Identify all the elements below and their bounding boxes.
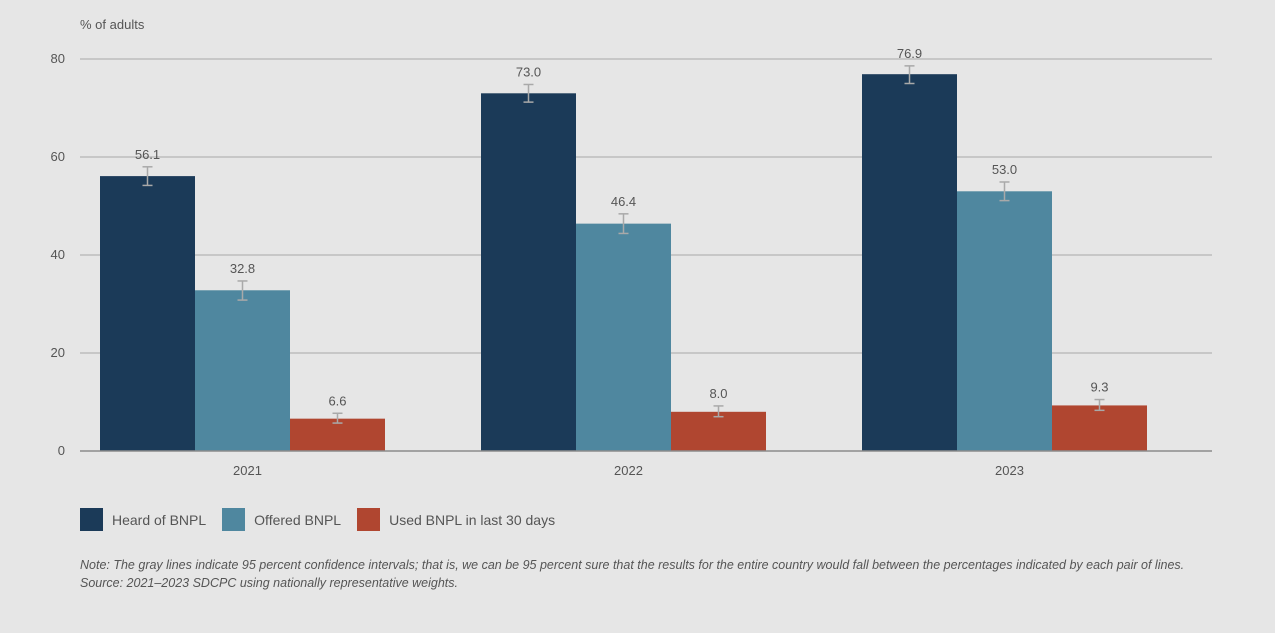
bar bbox=[576, 223, 671, 451]
bar-chart: 0 20 40 60 80 56.1 73.0 76.9 32.8 46.4 53.0 6.6 8.0 9… bbox=[51, 46, 1212, 478]
data-label: 6.6 bbox=[328, 393, 346, 408]
data-label: 73.0 bbox=[516, 64, 541, 79]
chart-notes: Note: The gray lines indicate 95 percent… bbox=[80, 556, 1190, 592]
y-tick-label: 60 bbox=[51, 149, 65, 164]
bar bbox=[862, 74, 957, 451]
x-tick-label: 2023 bbox=[995, 463, 1024, 478]
data-label: 56.1 bbox=[135, 147, 160, 162]
y-tick-label: 80 bbox=[51, 51, 65, 66]
bar bbox=[1052, 405, 1147, 451]
legend-label-used: Used BNPL in last 30 days bbox=[389, 511, 556, 528]
legend-label-heard: Heard of BNPL bbox=[112, 511, 207, 528]
source-text: Source: 2021–2023 SDCPC using nationally… bbox=[80, 576, 459, 590]
legend-item-offered: Offered BNPL bbox=[222, 508, 341, 531]
bar bbox=[957, 191, 1052, 452]
y-tick-label: 40 bbox=[51, 247, 65, 262]
x-tick-label: 2022 bbox=[614, 463, 643, 478]
data-label: 32.8 bbox=[230, 261, 255, 276]
data-label: 8.0 bbox=[709, 386, 727, 401]
legend: Heard of BNPL Offered BNPL Used BNPL in … bbox=[80, 508, 571, 531]
bar bbox=[671, 411, 766, 451]
note-text: Note: The gray lines indicate 95 percent… bbox=[80, 558, 1185, 572]
bar bbox=[195, 290, 290, 451]
legend-item-heard: Heard of BNPL bbox=[80, 508, 206, 531]
x-tick-label: 2021 bbox=[233, 463, 262, 478]
y-tick-label: 20 bbox=[51, 345, 65, 360]
bar bbox=[481, 93, 576, 452]
legend-item-used: Used BNPL in last 30 days bbox=[357, 508, 555, 531]
y-axis-title: % of adults bbox=[80, 17, 145, 32]
legend-swatch-offered bbox=[222, 508, 246, 531]
bar bbox=[290, 418, 385, 451]
data-label: 76.9 bbox=[897, 46, 922, 61]
legend-swatch-used bbox=[357, 508, 381, 531]
y-tick-label: 0 bbox=[58, 443, 65, 458]
legend-label-offered: Offered BNPL bbox=[254, 511, 342, 528]
data-label: 46.4 bbox=[611, 194, 636, 209]
data-label: 9.3 bbox=[1090, 380, 1108, 395]
bar bbox=[100, 176, 195, 452]
legend-swatch-heard bbox=[80, 508, 103, 531]
data-label: 53.0 bbox=[992, 162, 1017, 177]
